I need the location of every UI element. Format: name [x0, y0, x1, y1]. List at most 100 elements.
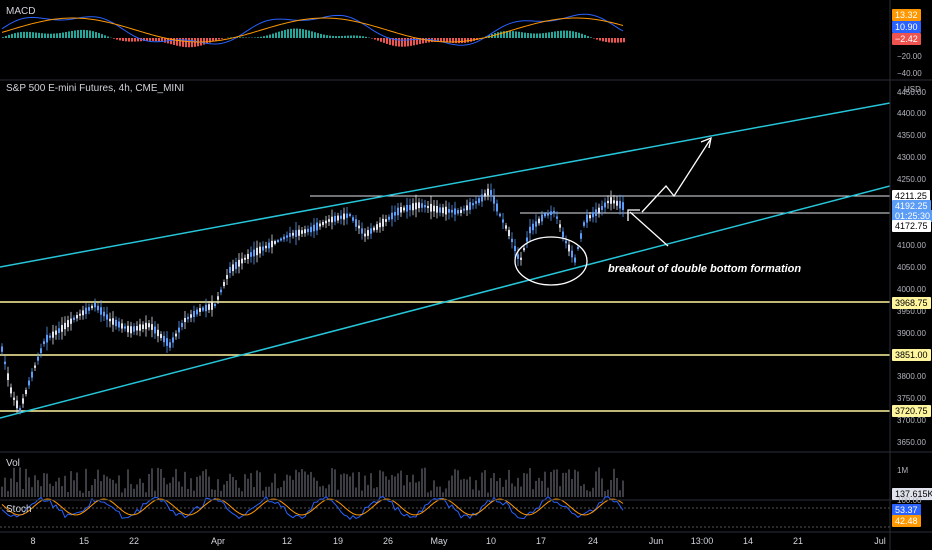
- volume-bar: [250, 473, 252, 497]
- candle-body: [238, 259, 240, 267]
- stoch-tick: 100.00: [897, 496, 922, 505]
- candle-body: [433, 205, 435, 212]
- macd-histogram-bar: [605, 38, 607, 42]
- price-tick: 4450.00: [897, 88, 926, 97]
- macd-histogram-bar: [317, 33, 319, 38]
- macd-histogram-bar: [101, 34, 103, 38]
- volume-bar: [346, 474, 348, 497]
- volume-title: Vol: [6, 458, 20, 469]
- macd-histogram-bar: [386, 38, 388, 44]
- candle-body: [337, 215, 339, 221]
- volume-bar: [313, 477, 315, 497]
- volume-bar: [406, 475, 408, 497]
- candle-body: [223, 282, 225, 286]
- volume-bar: [268, 486, 270, 497]
- volume-bar: [367, 484, 369, 497]
- volume-bar: [508, 469, 510, 497]
- volume-bar: [505, 479, 507, 497]
- candle-body: [220, 289, 222, 293]
- volume-bar: [376, 487, 378, 497]
- candle-body: [319, 223, 321, 227]
- candle-body: [151, 324, 153, 330]
- macd-histogram-bar: [287, 29, 289, 38]
- volume-bar: [451, 475, 453, 497]
- macd-histogram-bar: [56, 33, 58, 38]
- volume-bar: [151, 468, 153, 497]
- volume-tick: 1M: [897, 466, 909, 475]
- volume-bar: [457, 470, 459, 497]
- volume-bar: [88, 490, 90, 497]
- volume-bar: [85, 468, 87, 497]
- macd-histogram-bar: [596, 38, 598, 40]
- volume-bar: [361, 490, 363, 497]
- candle-body: [46, 334, 48, 343]
- candle-body: [274, 241, 276, 244]
- volume-bar: [271, 482, 273, 497]
- candle-body: [181, 322, 183, 328]
- candle-body: [121, 323, 123, 329]
- macd-histogram-bar: [176, 38, 178, 46]
- candle-body: [355, 219, 357, 227]
- volume-bar: [436, 486, 438, 497]
- volume-bar: [580, 485, 582, 497]
- volume-bar: [136, 484, 138, 497]
- price-tick: 3950.00: [897, 307, 926, 316]
- macd-histogram-bar: [374, 38, 376, 40]
- volume-bar: [211, 489, 213, 497]
- candle-body: [31, 371, 33, 378]
- macd-histogram-bar: [533, 33, 535, 38]
- candle-body: [118, 321, 120, 328]
- volume-bar: [439, 486, 441, 497]
- volume-bar: [43, 473, 45, 497]
- volume-bar: [475, 480, 477, 497]
- macd-value-1: 13.32: [892, 9, 921, 21]
- volume-bar: [124, 488, 126, 497]
- volume-bar: [550, 471, 552, 497]
- candle-body: [460, 209, 462, 213]
- volume-bar: [262, 490, 264, 497]
- candle-body: [622, 202, 624, 210]
- price-tick: 3900.00: [897, 329, 926, 338]
- volume-bar: [463, 478, 465, 497]
- time-tick: 8: [30, 536, 36, 546]
- candle-body: [37, 356, 39, 361]
- macd-histogram-bar: [272, 33, 274, 38]
- volume-bar: [364, 475, 366, 497]
- candle-body: [253, 249, 255, 257]
- candle-body: [85, 307, 87, 315]
- macd-histogram-bar: [65, 31, 67, 38]
- candle-body: [325, 220, 327, 224]
- volume-bar: [181, 486, 183, 497]
- candle-body: [532, 223, 534, 231]
- macd-histogram-bar: [269, 34, 271, 38]
- macd-histogram-bar: [8, 34, 10, 38]
- candle-body: [466, 205, 468, 211]
- macd-histogram-bar: [95, 32, 97, 38]
- price-tick: 3800.00: [897, 372, 926, 381]
- volume-bar: [265, 486, 267, 497]
- candle-body: [175, 333, 177, 337]
- price-pane[interactable]: S&P 500 E-mini Futures, 4h, CME_MINI: [0, 80, 890, 450]
- macd-pane[interactable]: MACD: [0, 0, 890, 80]
- macd-histogram-bar: [254, 37, 256, 38]
- macd-histogram-bar: [311, 31, 313, 38]
- volume-bar: [520, 486, 522, 497]
- volume-bar: [415, 482, 417, 497]
- volume-bar: [370, 473, 372, 497]
- macd-histogram-bar: [506, 30, 508, 38]
- candle-body: [595, 209, 597, 216]
- candle-body: [289, 233, 291, 237]
- candle-body: [403, 207, 405, 211]
- macd-histogram-bar: [131, 38, 133, 42]
- volume-bar: [91, 485, 93, 497]
- volume-bar: [397, 473, 399, 497]
- candle-body: [523, 248, 525, 251]
- macd-histogram-bar: [239, 37, 241, 38]
- candle-body: [463, 208, 465, 211]
- macd-histogram-bar: [542, 33, 544, 38]
- volume-bar: [469, 476, 471, 497]
- candle-body: [436, 205, 438, 213]
- macd-value-2: 10.90: [892, 21, 921, 33]
- volume-bar: [421, 468, 423, 497]
- price-tick: 4250.00: [897, 175, 926, 184]
